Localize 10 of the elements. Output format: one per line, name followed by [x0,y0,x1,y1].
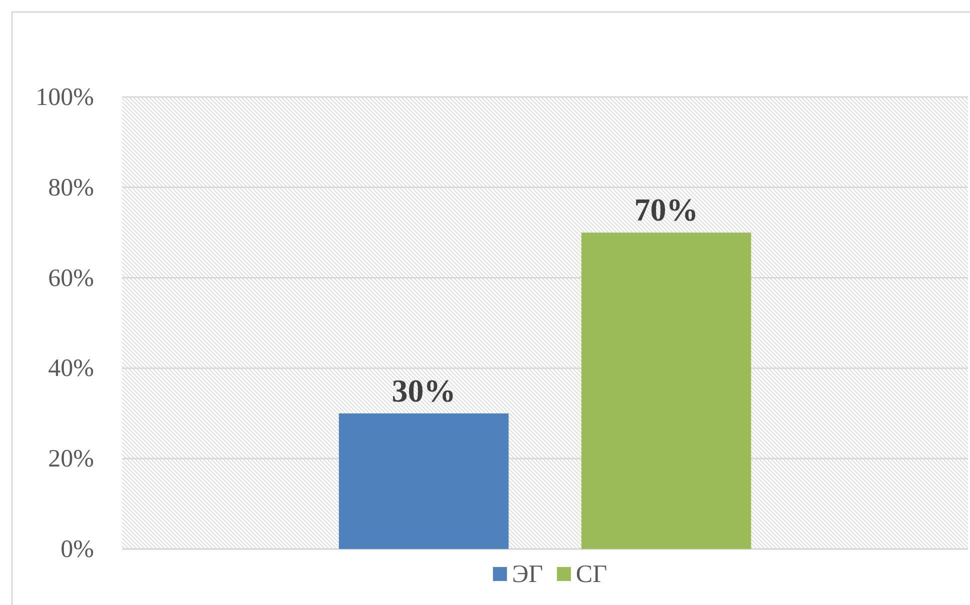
y-tick-label: 80% [48,174,94,202]
y-tick-label: 100% [36,84,94,111]
y-tick-label: 0% [60,536,94,563]
legend-label: СГ [576,561,608,588]
legend-label: ЭГ [512,561,543,588]
y-tick-label: 20% [48,446,94,473]
y-tick-label: 40% [48,355,94,382]
data-label: 70% [634,192,698,228]
y-tick-label: 60% [48,264,94,292]
data-label: 30% [392,372,456,408]
